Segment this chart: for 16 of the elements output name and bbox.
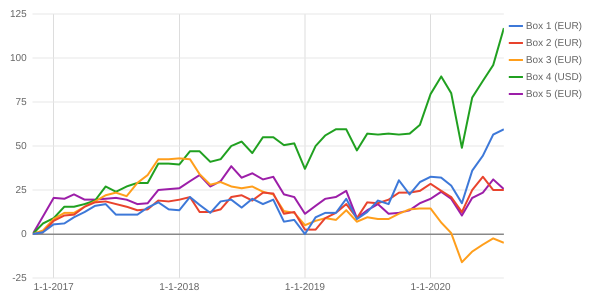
x-tick-label: 1-1-2019 <box>284 282 326 293</box>
y-tick-label: 25 <box>16 184 28 196</box>
legend-label: Box 3 (EUR) <box>526 54 582 66</box>
x-tick-label: 1-1-2017 <box>34 282 74 293</box>
x-tick-label: 1-1-2018 <box>159 282 200 293</box>
y-tick-label: 125 <box>10 8 28 20</box>
legend-label: Box 4 (USD) <box>526 72 582 83</box>
legend-label: Box 1 (EUR) <box>526 20 582 32</box>
y-tick-label: 0 <box>21 228 28 240</box>
legend-label: Box 2 (EUR) <box>526 38 582 49</box>
y-tick-label: 50 <box>16 140 28 152</box>
y-tick-label: 100 <box>10 52 28 64</box>
y-tick-label: 75 <box>16 96 28 108</box>
x-tick-label: 1-1-2020 <box>410 282 452 293</box>
y-tick-label: -25 <box>12 272 28 284</box>
legend-label: Box 5 (EUR) <box>526 88 582 100</box>
